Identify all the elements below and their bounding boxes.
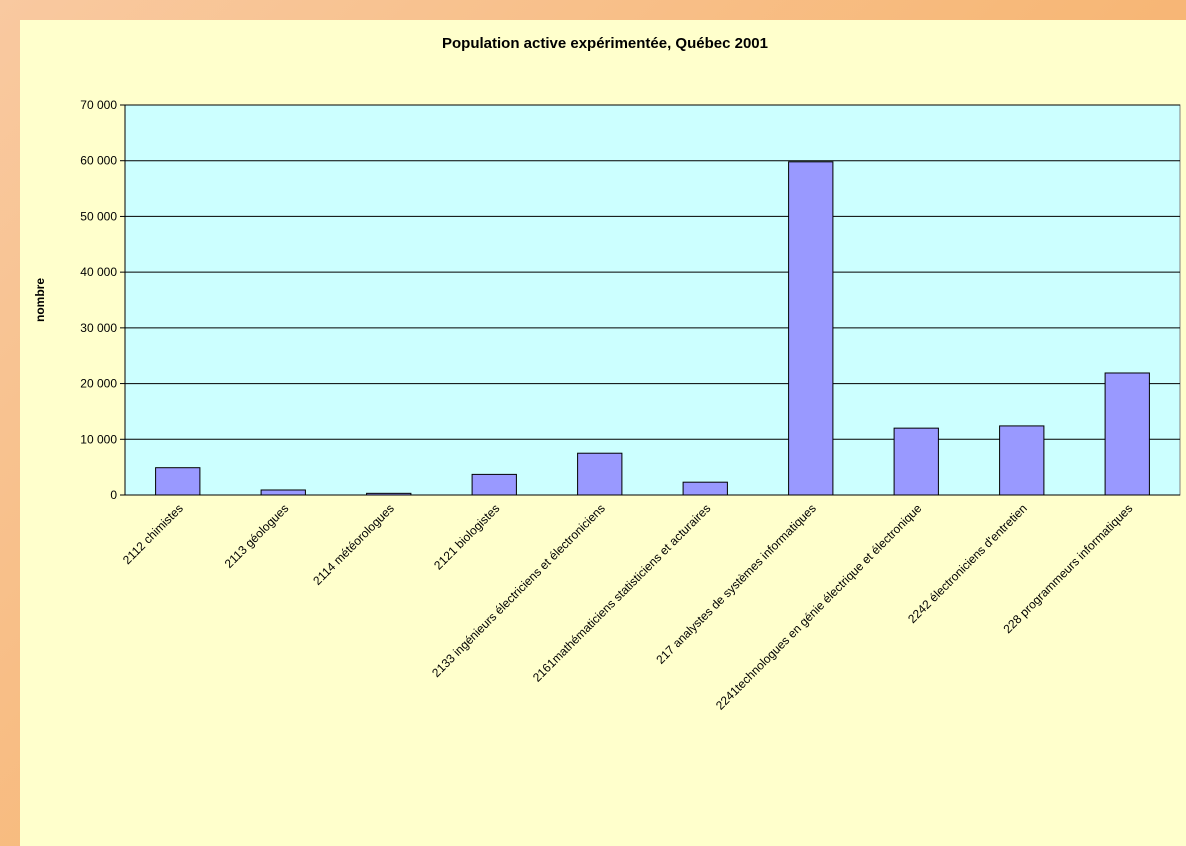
bar — [999, 425, 1045, 496]
bar — [155, 467, 201, 496]
bar — [893, 427, 939, 496]
bar — [577, 452, 623, 496]
chart-title: Population active expérimentée, Québec 2… — [442, 35, 768, 52]
y-axis-label: nombre — [33, 278, 47, 322]
y-tick-label: 0 — [110, 488, 117, 502]
bar — [682, 481, 728, 496]
bar — [788, 161, 834, 496]
y-tick-label: 40 000 — [80, 265, 117, 279]
y-tick-label: 30 000 — [80, 321, 117, 335]
bar — [471, 473, 517, 496]
y-tick-label: 20 000 — [80, 377, 117, 391]
y-tick-label: 60 000 — [80, 154, 117, 168]
y-tick-label: 70 000 — [80, 98, 117, 112]
y-tick-label: 10 000 — [80, 432, 117, 446]
y-tick-label: 50 000 — [80, 209, 117, 223]
bar — [260, 489, 306, 496]
bar — [1104, 372, 1150, 496]
